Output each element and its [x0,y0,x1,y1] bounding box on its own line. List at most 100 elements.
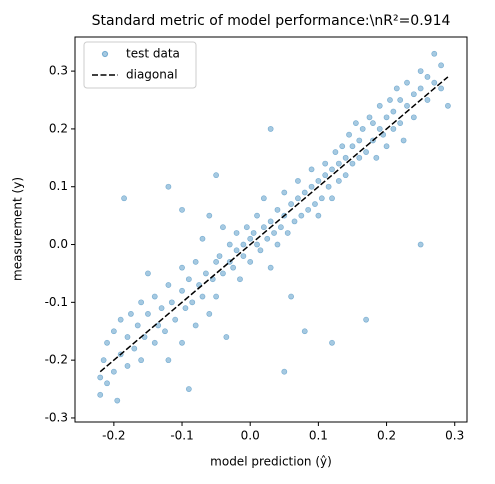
point [145,310,151,317]
point [339,143,346,150]
point [274,206,281,213]
y-tick-label: -0.2 [45,353,68,367]
point [179,339,185,346]
point [264,235,271,242]
point [206,310,213,317]
point [431,79,438,86]
point [363,316,370,323]
point [213,258,220,265]
x-tick-label: 0.1 [309,429,328,443]
legend-label: diagonal [126,68,178,82]
point [332,149,339,155]
x-tick-label: 0.3 [445,429,464,443]
point [315,178,322,184]
point [359,126,366,132]
y-tick-label: 0.1 [49,179,68,193]
point [121,195,127,202]
point [329,166,335,173]
point [110,328,117,335]
point [315,212,322,219]
point [404,102,410,109]
point [220,270,226,277]
point [182,305,189,312]
point [329,195,335,202]
point [233,230,240,236]
point [417,241,424,248]
point [322,160,329,167]
point [247,258,254,265]
point [172,316,179,323]
point [179,287,185,294]
point [206,212,213,219]
point [376,126,383,132]
chart-title: Standard metric of model performance:\nR… [92,13,451,29]
point [393,85,400,92]
point [199,293,206,300]
point [277,224,284,231]
point [124,334,131,340]
point [349,160,356,167]
point [356,154,363,161]
x-tick-label: -0.2 [102,429,125,443]
point [185,276,192,283]
point [131,345,138,352]
point [151,339,158,346]
point [199,235,206,242]
point [271,230,277,236]
point [410,114,417,121]
point [281,189,288,196]
point [325,183,332,190]
point [110,368,117,375]
point [281,368,288,375]
point [168,299,175,306]
point [192,258,199,265]
point [284,230,291,236]
point [288,201,295,207]
point [179,206,185,213]
point [165,282,172,288]
point [366,114,373,121]
point [165,357,172,364]
point [254,212,260,219]
point [308,166,315,173]
point [189,299,196,306]
point [134,322,141,329]
point [100,357,107,364]
point [145,270,151,277]
point [288,293,295,300]
axes-frame [74,36,468,423]
y-tick-label: 0.2 [49,121,68,135]
point [352,120,359,127]
x-axis-label: model prediction (ŷ) [210,455,332,469]
point [220,224,226,231]
point [308,183,315,190]
point [301,328,308,335]
point [298,212,305,219]
point [335,160,342,167]
point [370,120,376,127]
point [104,339,110,346]
point [404,79,410,86]
point [438,62,444,69]
point [151,293,158,300]
point [260,195,267,202]
legend-box [83,41,197,89]
diagonal-line [99,76,449,373]
point [445,102,451,109]
point [267,126,274,132]
point [233,247,240,254]
point [97,374,104,381]
point [438,85,444,92]
y-tick-label: -0.1 [45,295,68,309]
point [162,328,168,335]
point [417,68,424,75]
point [410,91,417,98]
y-tick-label: 0.3 [49,64,68,78]
point [192,322,199,329]
x-tick-label: 0.0 [241,429,260,443]
point [342,172,349,179]
point [417,85,424,92]
point [376,102,383,109]
x-tick-label: -0.1 [170,429,193,443]
